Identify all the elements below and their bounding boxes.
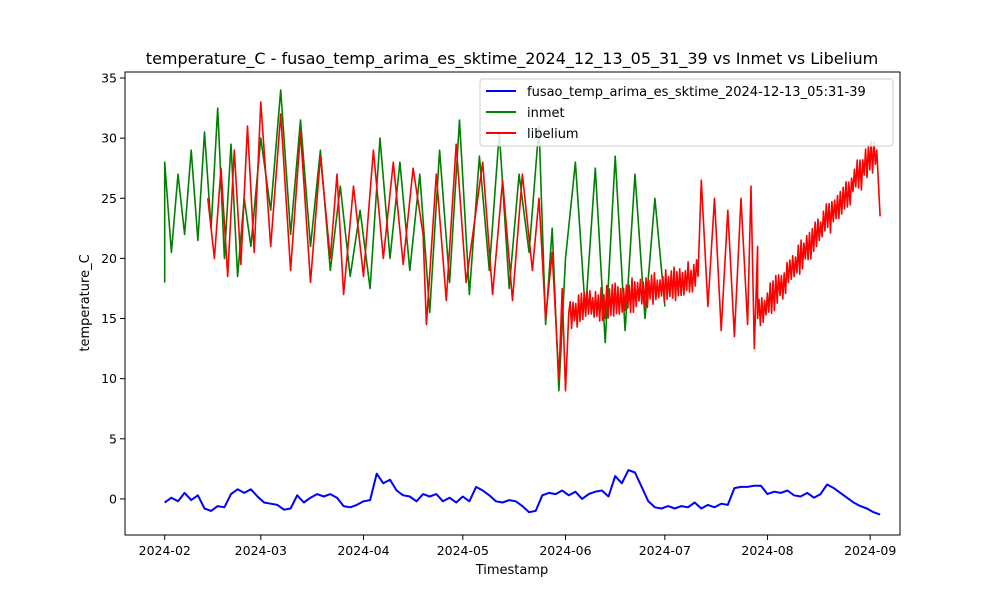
series-line-inmet (163, 89, 666, 392)
y-tick-label: 5 (109, 431, 117, 446)
y-tick-label: 0 (109, 491, 117, 506)
x-tick-label: 2024-09 (844, 543, 896, 558)
series-line-libelium (207, 101, 881, 392)
y-tick-label: 35 (101, 71, 117, 86)
x-tick-label: 2024-03 (235, 543, 287, 558)
y-tick-label: 15 (101, 311, 117, 326)
x-axis-title: Timestamp (475, 563, 549, 578)
legend-label-libelium: libelium (527, 127, 579, 142)
y-tick-label: 20 (101, 251, 117, 266)
x-tick-label: 2024-07 (639, 543, 691, 558)
x-tick-label: 2024-02 (139, 543, 191, 558)
series-layer (163, 89, 881, 516)
y-tick-label: 10 (101, 371, 117, 386)
series-line-fusao (164, 469, 881, 516)
legend: fusao_temp_arima_es_sktime_2024-12-13_05… (479, 78, 894, 147)
y-axis-title: temperature_C (78, 254, 93, 351)
x-tick-label: 2024-04 (337, 543, 389, 558)
x-tick-label: 2024-06 (539, 543, 591, 558)
x-axis: 2024-02 2024-03 2024-04 2024-05 2024-06 2024-… (139, 535, 896, 558)
legend-label-inmet: inmet (527, 106, 565, 121)
y-tick-label: 25 (101, 191, 117, 206)
x-tick-label: 2024-05 (437, 543, 489, 558)
plot-frame (124, 71, 901, 536)
x-tick-label: 2024-08 (741, 543, 793, 558)
y-axis: 0 5 10 15 20 25 30 35 (101, 71, 125, 506)
chart-title: temperature_C - fusao_temp_arima_es_skti… (146, 49, 878, 69)
y-tick-label: 30 (101, 131, 117, 146)
legend-label-fusao: fusao_temp_arima_es_sktime_2024-12-13_05… (527, 85, 866, 100)
legend-box (479, 78, 894, 147)
